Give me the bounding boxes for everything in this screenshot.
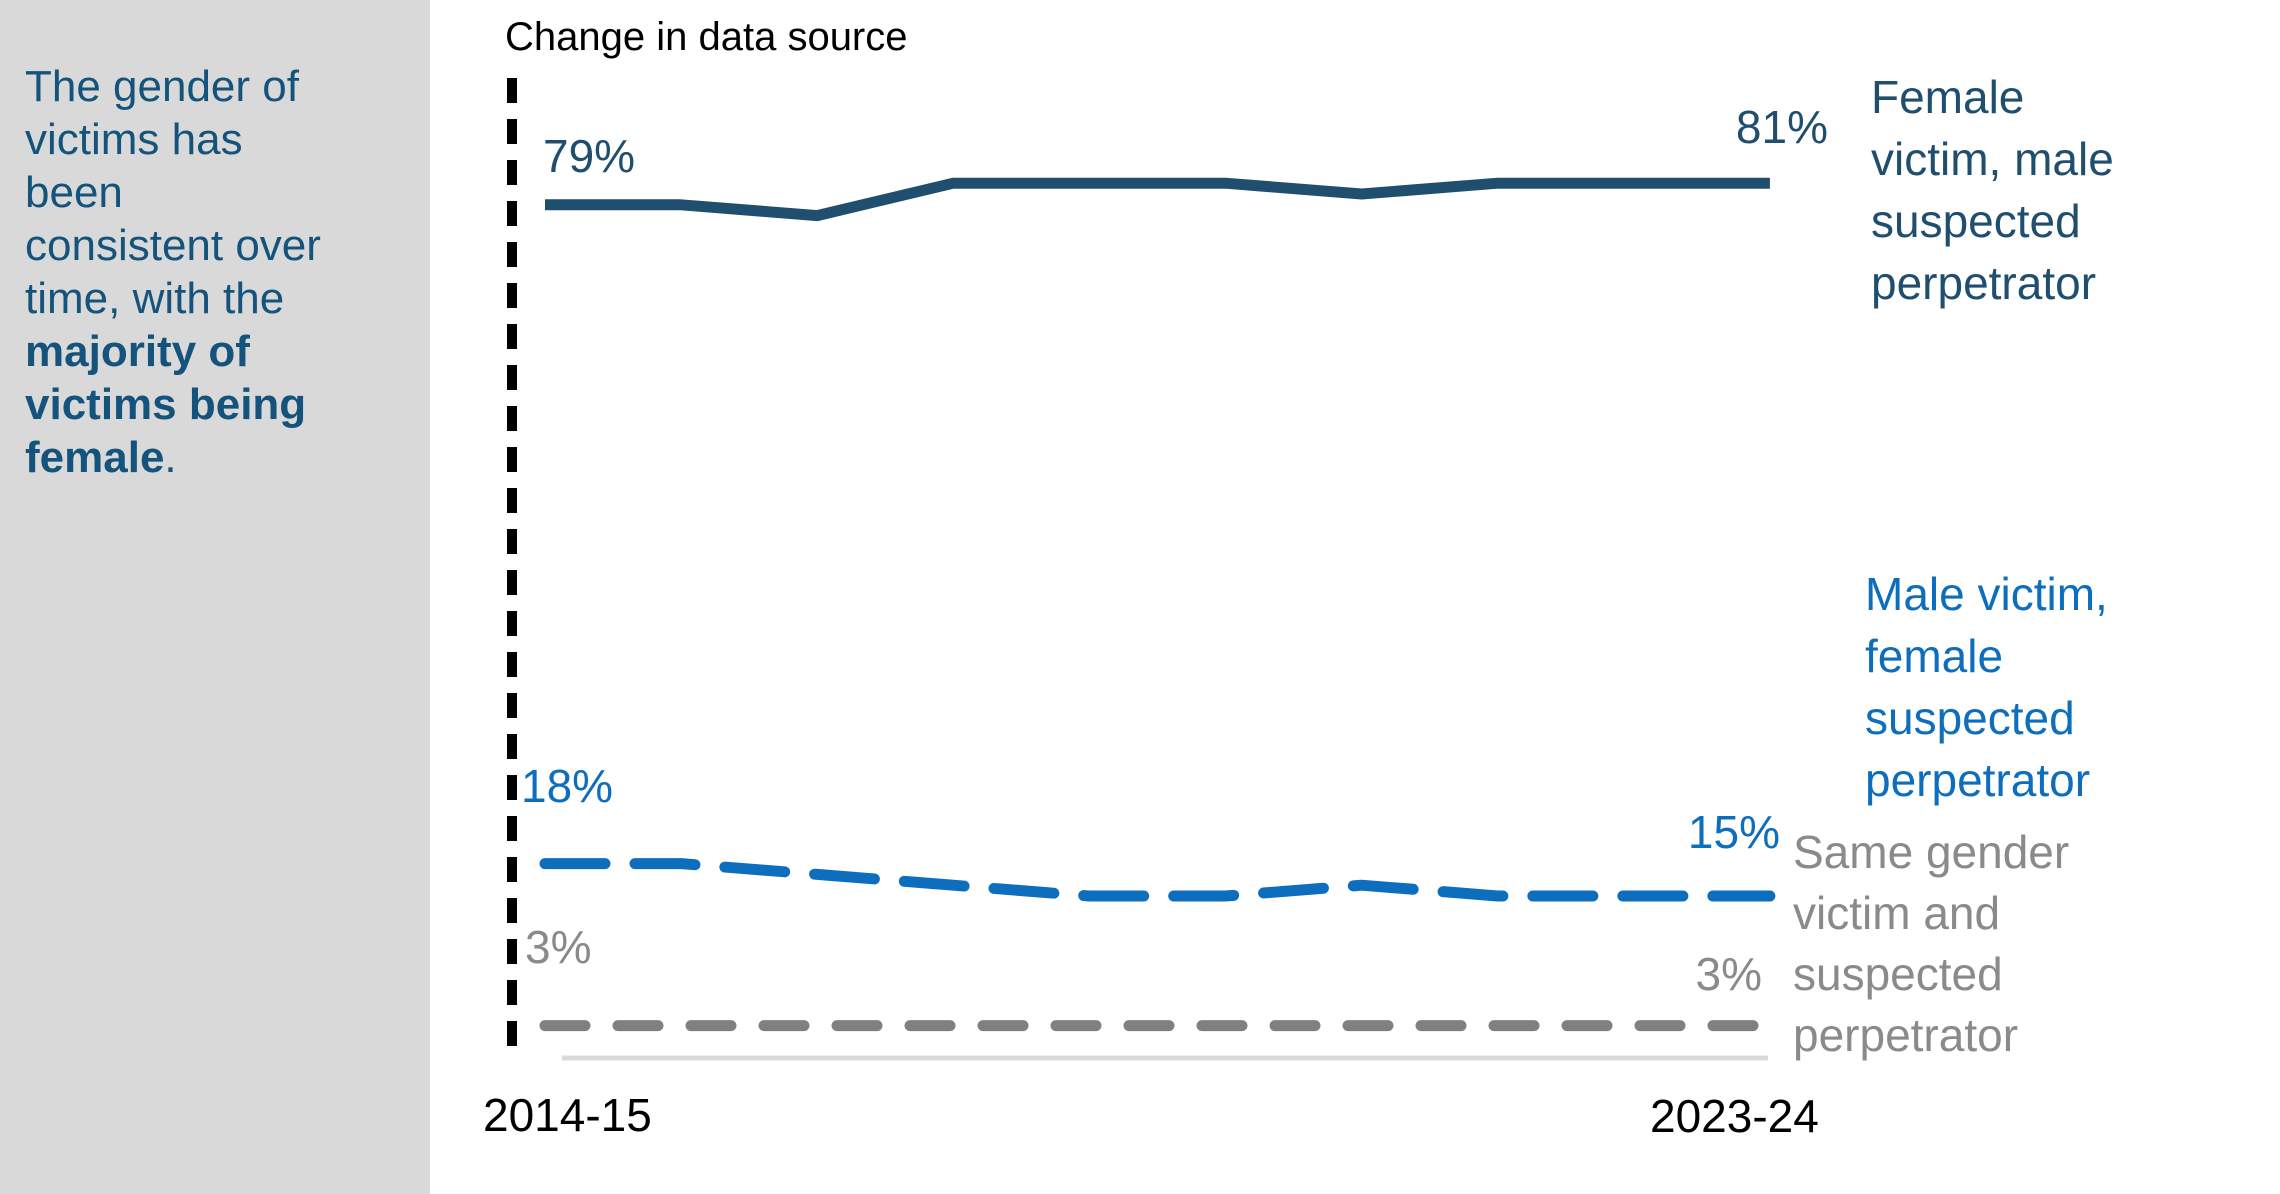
commentary-line-bold: victims being	[25, 380, 307, 429]
commentary-line-bold: majority of	[25, 327, 250, 376]
commentary-bold-word: female	[25, 433, 165, 482]
commentary-line: been	[25, 168, 123, 217]
legend-female-victim: Female victim, male suspected perpetrato…	[1871, 66, 2114, 314]
commentary-period: .	[164, 433, 177, 482]
gray-end-value-label: 3%	[1695, 948, 1762, 1000]
legend-line: Male victim,	[1865, 568, 2108, 620]
commentary-line: The gender of	[25, 62, 299, 111]
legend-line: female	[1865, 630, 2004, 682]
blue-start-value-label: 18%	[521, 760, 614, 812]
commentary-line-last: female.	[25, 431, 425, 484]
navy-end-value-label: 81%	[1735, 101, 1828, 153]
commentary-line: victims has	[25, 115, 243, 164]
legend-line: suspected	[1871, 195, 2081, 247]
blue-end-value-label: 15%	[1687, 806, 1780, 858]
series-line-0	[545, 177, 1770, 222]
legend-male-victim: Male victim, female suspected perpetrato…	[1865, 563, 2108, 811]
chart-annotation-label: Change in data source	[505, 15, 908, 59]
legend-same-gender: Same gender victim and suspected perpetr…	[1793, 822, 2069, 1066]
series-line-1	[539, 858, 1776, 902]
legend-line: victim and	[1793, 887, 2001, 939]
legend-line: perpetrator	[1865, 754, 2091, 806]
x-tick-2014-15: 2014-15	[483, 1089, 652, 1141]
commentary-line: time, with the	[25, 274, 285, 323]
legend-line: Female	[1871, 71, 2025, 123]
legend-line: perpetrator	[1793, 1009, 2019, 1061]
navy-start-value-label: 79%	[543, 130, 636, 182]
x-tick-2023-24: 2023-24	[1650, 1090, 1819, 1142]
legend-line: perpetrator	[1871, 257, 2097, 309]
commentary-panel: The gender of victims has been consisten…	[0, 0, 430, 1194]
commentary-line: consistent over	[25, 221, 321, 270]
commentary-text: The gender of victims has been consisten…	[25, 60, 425, 484]
gray-start-value-label: 3%	[525, 921, 592, 973]
legend-line: suspected	[1793, 948, 2003, 1000]
legend-line: victim, male	[1871, 133, 2114, 185]
legend-line: suspected	[1865, 692, 2075, 744]
legend-line: Same gender	[1793, 826, 2070, 878]
